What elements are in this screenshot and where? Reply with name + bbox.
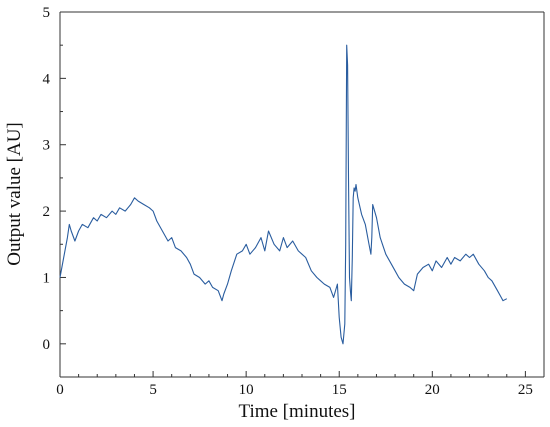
x-tick-label: 10 (239, 382, 254, 398)
y-tick-label: 5 (43, 5, 51, 21)
y-tick-label: 3 (43, 138, 51, 154)
y-tick-label: 2 (43, 204, 51, 220)
y-axis-ticks: 0 1 2 3 4 5 (43, 5, 66, 378)
x-tick-label: 25 (518, 382, 533, 398)
y-tick-label: 4 (43, 71, 51, 87)
x-tick-label: 0 (56, 382, 64, 398)
y-tick-label: 1 (43, 270, 51, 286)
y-axis-label: Output value [AU] (4, 122, 25, 266)
x-tick-label: 20 (425, 382, 440, 398)
x-axis-ticks: 0 5 10 15 20 25 (56, 371, 533, 398)
series-line-0 (59, 44, 508, 345)
series-layer (59, 44, 508, 345)
plot-frame (59, 11, 545, 378)
x-tick-label: 5 (149, 382, 157, 398)
x-axis-label: Time [minutes] (239, 401, 356, 422)
y-tick-label: 0 (43, 337, 51, 353)
x-tick-label: 15 (332, 382, 347, 398)
